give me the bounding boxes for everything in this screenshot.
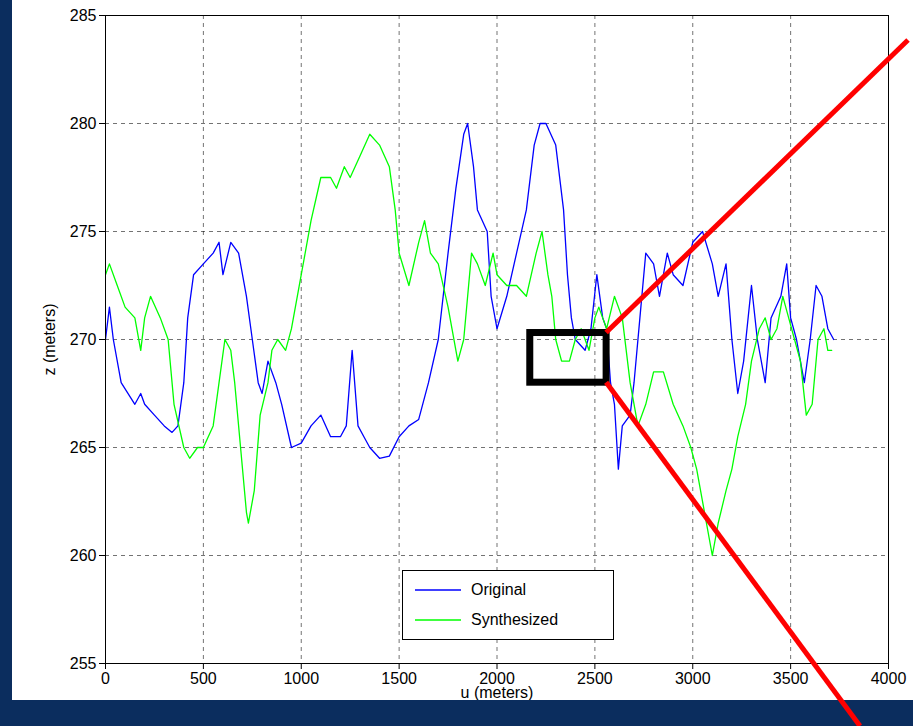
- svg-text:2000: 2000: [479, 669, 515, 687]
- svg-text:z (meters): z (meters): [41, 304, 58, 376]
- svg-text:4000: 4000: [871, 670, 907, 687]
- svg-text:0: 0: [101, 670, 110, 687]
- svg-text:265: 265: [70, 439, 97, 456]
- svg-text:3000: 3000: [675, 670, 711, 687]
- svg-text:3500: 3500: [773, 670, 809, 687]
- svg-text:2500: 2500: [577, 670, 613, 687]
- svg-text:275: 275: [70, 223, 97, 240]
- svg-text:500: 500: [190, 670, 217, 687]
- svg-text:u (meters): u (meters): [461, 684, 534, 701]
- svg-text:285: 285: [70, 7, 97, 24]
- svg-text:1000: 1000: [283, 670, 319, 687]
- svg-text:255: 255: [70, 655, 97, 672]
- svg-text:1500: 1500: [381, 670, 417, 687]
- html-text:Synthesized: Synthesized: [471, 611, 559, 628]
- svg-text:280: 280: [70, 115, 97, 132]
- svg-text:270: 270: [70, 331, 97, 348]
- html-text:Original: Original: [471, 581, 527, 598]
- svg-text:260: 260: [70, 547, 97, 564]
